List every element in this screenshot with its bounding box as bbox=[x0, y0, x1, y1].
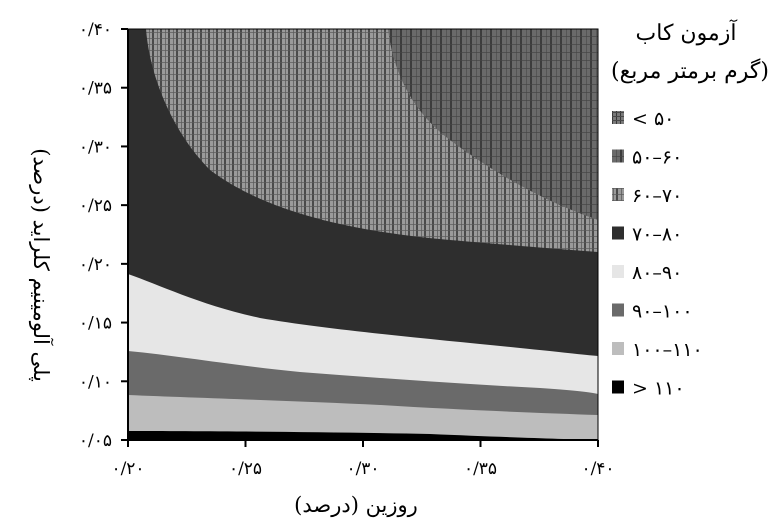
x-tick-label: ۰/۴۰ bbox=[581, 459, 614, 479]
x-tick-label: ۰/۳۰ bbox=[346, 459, 379, 479]
legend-swatch bbox=[612, 265, 624, 278]
legend-label: ۷۰–۸۰ bbox=[632, 224, 682, 246]
legend-label: < ۵۰ bbox=[632, 108, 674, 130]
y-axis-title: پلی آلومینیم کلراید (درصد) bbox=[28, 148, 55, 382]
legend-label: ۵۰–۶۰ bbox=[632, 147, 682, 169]
legend-swatch bbox=[612, 188, 624, 201]
x-tick-label: ۰/۲۰ bbox=[111, 459, 144, 479]
region-100-110 bbox=[128, 395, 598, 440]
x-tick-label: ۰/۳۵ bbox=[464, 459, 497, 479]
y-tick-label: ۰/۱۰ bbox=[79, 372, 112, 392]
legend-swatch bbox=[612, 303, 624, 317]
legend-swatch bbox=[612, 342, 624, 355]
y-tick-label: ۰/۱۵ bbox=[79, 314, 112, 334]
legend-swatch bbox=[612, 226, 624, 240]
legend-label: ۱۰۰–۱۱۰ bbox=[632, 339, 703, 361]
plot-area bbox=[128, 29, 598, 440]
legend-label: ۸۰–۹۰ bbox=[632, 262, 682, 284]
legend: آزمون کاب (گرم برمتر مربع) < ۵۰ ۵۰–۶۰ ۶۰–۷… bbox=[611, 19, 769, 400]
x-axis-title: روزین (درصد) bbox=[294, 493, 418, 518]
legend-title: آزمون کاب bbox=[636, 19, 738, 46]
legend-label: > ۱۱۰ bbox=[632, 378, 685, 400]
region-above-110 bbox=[128, 431, 598, 440]
y-tick-label: ۰/۲۰ bbox=[79, 255, 112, 275]
legend-subtitle: (گرم برمتر مربع) bbox=[611, 58, 769, 84]
y-tick-label: ۰/۳۰ bbox=[79, 137, 112, 157]
y-tick-label: ۰/۰۵ bbox=[79, 431, 112, 451]
legend-swatch bbox=[612, 380, 624, 394]
y-tick-label: ۰/۴۰ bbox=[79, 20, 112, 40]
legend-label: ۹۰–۱۰۰ bbox=[632, 301, 693, 323]
y-tick-label: ۰/۳۵ bbox=[79, 79, 112, 99]
legend-label: ۶۰–۷۰ bbox=[632, 185, 682, 207]
region-50-60 bbox=[388, 29, 598, 220]
x-tick-label: ۰/۲۵ bbox=[229, 459, 262, 479]
legend-swatch bbox=[612, 111, 624, 124]
y-tick-label: ۰/۲۵ bbox=[79, 196, 112, 216]
legend-swatch bbox=[612, 149, 624, 163]
